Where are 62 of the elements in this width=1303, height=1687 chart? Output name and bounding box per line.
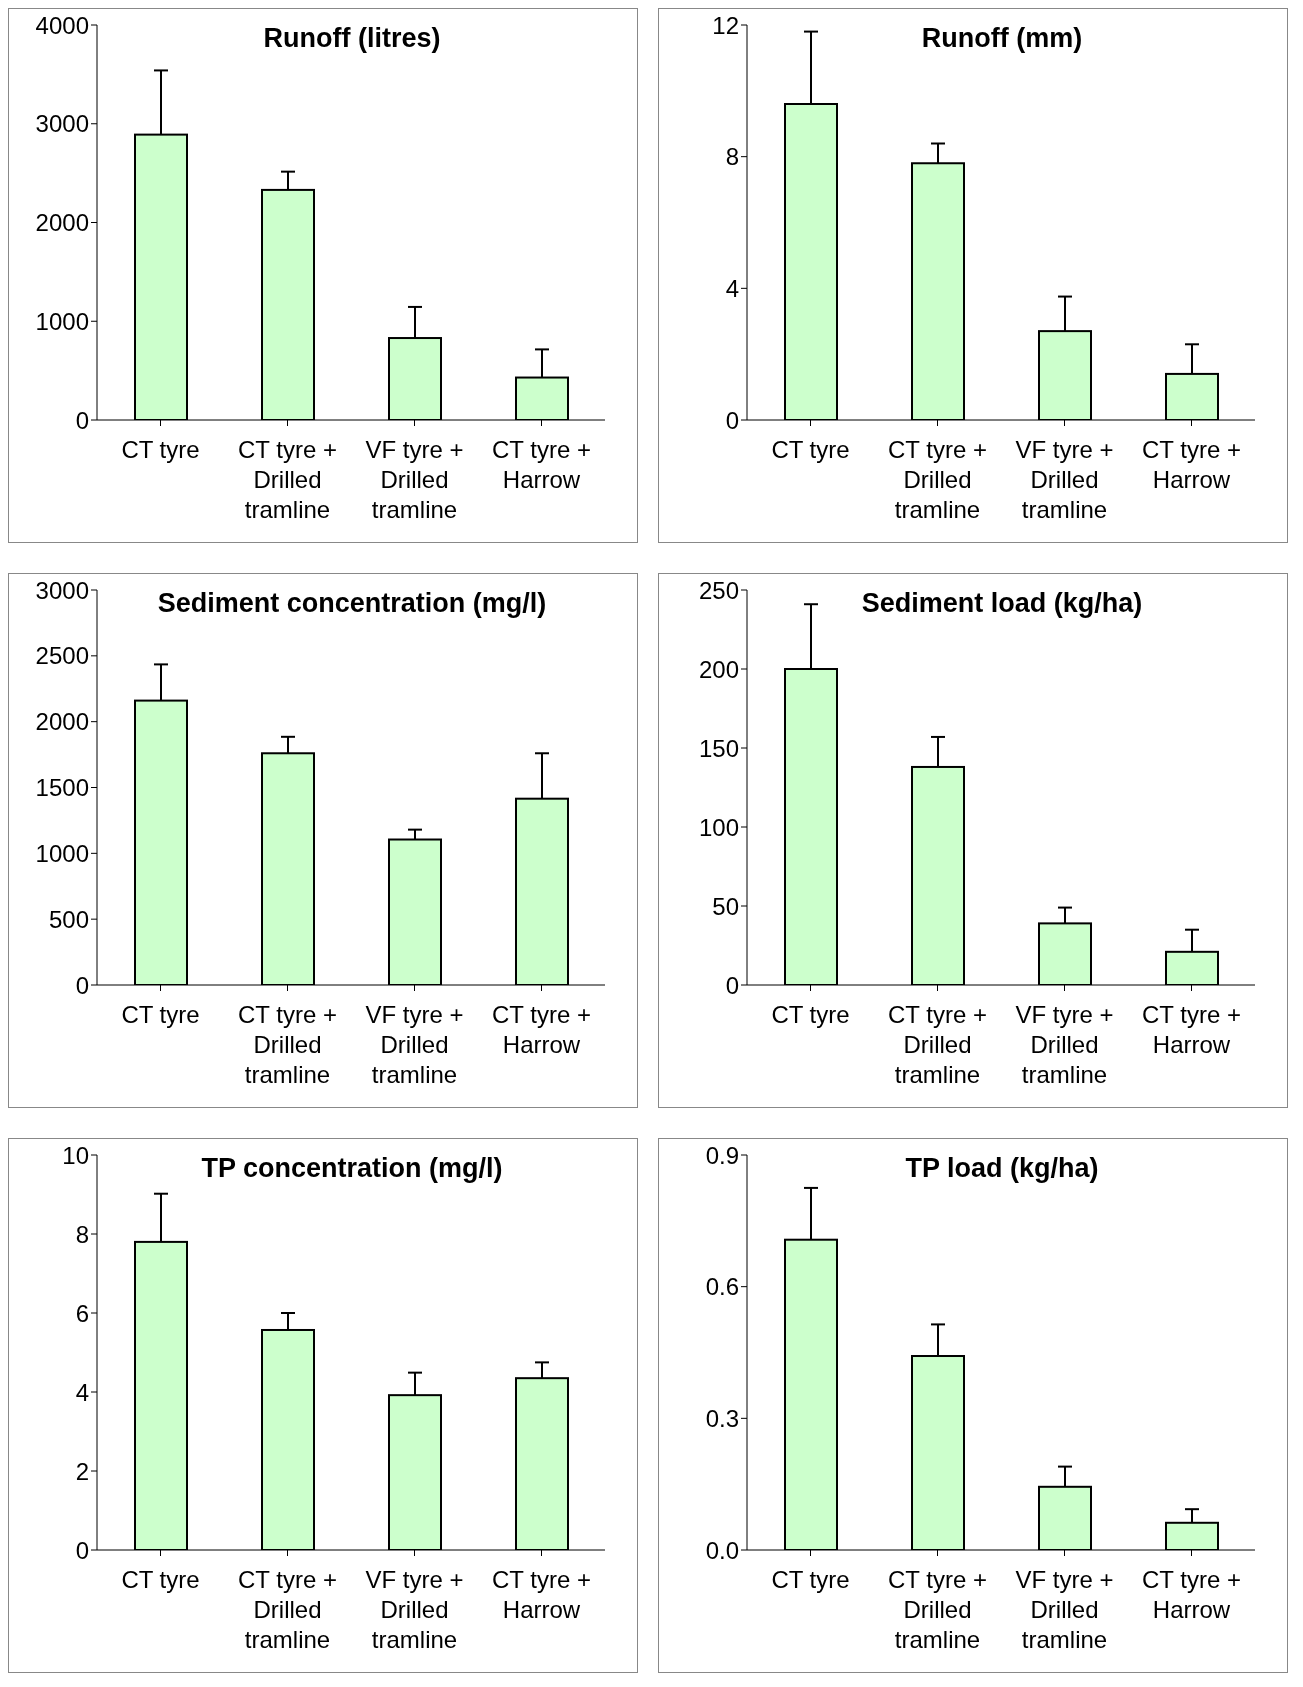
y-tick-label: 0 (75, 971, 89, 999)
y-tick-label: 12 (712, 11, 739, 39)
y-tick-label: 10 (62, 1141, 89, 1169)
chart-title: Sediment concentration (mg/l) (156, 588, 548, 619)
x-tick-label: CT tyre (121, 1001, 200, 1028)
x-tick-label: CT tyre (121, 1566, 200, 1593)
y-tick-label: 3000 (35, 110, 89, 138)
x-tick-label: CT tyre + Drilled tramline (238, 1566, 337, 1653)
x-tick-label: CT tyre (121, 436, 200, 463)
y-tick-label: 200 (698, 655, 739, 683)
y-tick-label: 0 (725, 406, 739, 434)
y-tick-label: 1500 (35, 774, 89, 802)
x-tick-label: VF tyre + Drilled tramline (365, 1566, 464, 1653)
x-tick-label: CT tyre + Drilled tramline (888, 436, 987, 523)
y-tick-label: 0.6 (705, 1273, 739, 1301)
y-tick-label: 2000 (35, 708, 89, 736)
x-tick-label: VF tyre + Drilled tramline (365, 436, 464, 523)
y-tick-label: 0 (725, 971, 739, 999)
y-tick-label: 6 (75, 1299, 89, 1327)
y-tick-label: 3000 (35, 576, 89, 604)
y-tick-label: 100 (698, 813, 739, 841)
x-tick-label: CT tyre + Harrow (492, 436, 591, 493)
x-tick-label: VF tyre + Drilled tramline (1015, 436, 1114, 523)
y-tick-label: 0 (75, 1536, 89, 1564)
y-tick-label: 8 (725, 143, 739, 171)
chart-title: TP concentration (mg/l) (200, 1153, 504, 1184)
x-tick-label: VF tyre + Drilled tramline (1015, 1566, 1114, 1653)
y-tick-label: 2000 (35, 209, 89, 237)
x-tick-label: CT tyre + Drilled tramline (238, 436, 337, 523)
y-tick-label: 1000 (35, 307, 89, 335)
x-tick-label: CT tyre (771, 1001, 850, 1028)
x-tick-label: CT tyre (771, 436, 850, 463)
chart-title: TP load (kg/ha) (904, 1153, 1100, 1184)
x-tick-label: VF tyre + Drilled tramline (365, 1001, 464, 1088)
y-tick-label: 0.0 (705, 1536, 739, 1564)
y-tick-label: 0.3 (705, 1404, 739, 1432)
chart-title: Runoff (mm) (920, 23, 1084, 54)
x-tick-label: CT tyre + Drilled tramline (888, 1001, 987, 1088)
y-tick-label: 4 (725, 274, 739, 302)
y-tick-label: 0.9 (705, 1141, 739, 1169)
y-tick-label: 250 (698, 576, 739, 604)
x-tick-label: CT tyre + Harrow (492, 1566, 591, 1623)
x-tick-label: CT tyre + Harrow (1142, 436, 1241, 493)
y-tick-label: 150 (698, 734, 739, 762)
y-tick-label: 4000 (35, 11, 89, 39)
y-tick-label: 1000 (35, 839, 89, 867)
x-tick-label: CT tyre + Harrow (1142, 1566, 1241, 1623)
y-tick-label: 500 (48, 905, 89, 933)
chart-title: Sediment load (kg/ha) (860, 588, 1144, 619)
y-tick-label: 8 (75, 1220, 89, 1248)
x-tick-label: CT tyre (771, 1566, 850, 1593)
x-tick-label: CT tyre + Harrow (492, 1001, 591, 1058)
x-tick-label: VF tyre + Drilled tramline (1015, 1001, 1114, 1088)
y-tick-label: 2 (75, 1457, 89, 1485)
x-tick-label: CT tyre + Harrow (1142, 1001, 1241, 1058)
y-tick-label: 4 (75, 1378, 89, 1406)
chart-title: Runoff (litres) (262, 23, 442, 54)
y-tick-label: 50 (712, 892, 739, 920)
x-tick-label: CT tyre + Drilled tramline (238, 1001, 337, 1088)
y-tick-label: 2500 (35, 642, 89, 670)
x-tick-label: CT tyre + Drilled tramline (888, 1566, 987, 1653)
y-tick-label: 0 (75, 406, 89, 434)
